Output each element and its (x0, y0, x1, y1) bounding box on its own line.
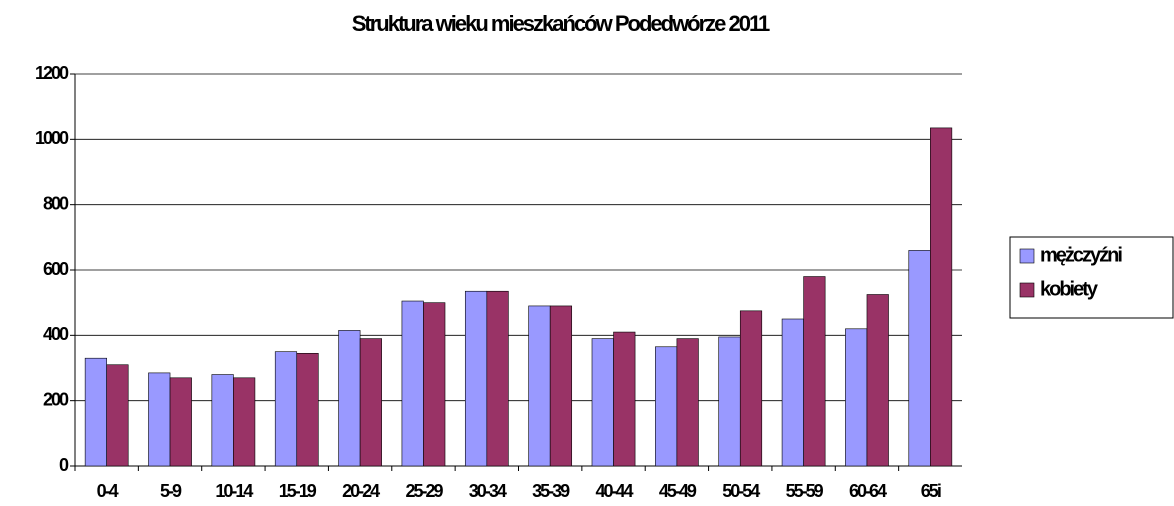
x-tick-label: 0-4 (97, 481, 119, 501)
bar (359, 338, 382, 467)
bar (464, 290, 488, 467)
bar (169, 377, 192, 467)
x-tick-label: 25-29 (405, 481, 443, 501)
y-tick-label: 0 (59, 455, 69, 475)
x-tick-label: 40-44 (596, 481, 634, 501)
y-tick-label: 600 (43, 259, 69, 279)
legend-label: mężczyźni (1040, 244, 1122, 266)
bar (338, 330, 361, 467)
bar (930, 127, 953, 467)
bar (486, 290, 509, 467)
bar (233, 377, 256, 467)
y-tick-label: 200 (43, 389, 69, 409)
legend-label: kobiety (1040, 278, 1099, 300)
bar (148, 372, 171, 467)
y-tick-label: 1000 (35, 128, 69, 148)
bar (296, 352, 319, 467)
bar (676, 338, 699, 467)
x-tick-label: 35-39 (532, 481, 570, 501)
legend-swatch (1019, 282, 1035, 298)
bar (591, 338, 614, 467)
bar (908, 250, 931, 467)
chart-title: Struktura wieku mieszkańców Podedwórze 2… (352, 11, 770, 36)
bar (528, 305, 551, 467)
y-tick-label: 1200 (35, 63, 69, 83)
x-tick-label: 55-59 (786, 481, 824, 501)
x-tick-label: 45-49 (659, 481, 697, 501)
bar (718, 336, 741, 467)
bar (866, 294, 889, 467)
legend (1009, 236, 1174, 319)
x-tick-label: 20-24 (342, 481, 380, 501)
bar (84, 357, 107, 467)
legend-swatch (1019, 248, 1035, 264)
bar (739, 310, 763, 467)
bar (423, 302, 446, 467)
bar (613, 331, 636, 467)
bar (106, 364, 129, 467)
x-tick-label: 65i (921, 481, 941, 501)
x-tick-label: 10-14 (215, 481, 253, 501)
bar (211, 374, 234, 467)
bar (274, 351, 298, 467)
y-tick-label: 400 (43, 324, 69, 344)
x-tick-label: 15-19 (279, 481, 317, 501)
bar (655, 346, 678, 467)
x-tick-label: 50-54 (722, 481, 760, 501)
x-tick-label: 5-9 (160, 481, 182, 501)
bar (401, 300, 424, 467)
bar (845, 328, 868, 467)
bar (549, 305, 573, 467)
y-tick-label: 800 (43, 193, 69, 213)
x-tick-label: 60-64 (849, 481, 887, 501)
x-tick-label: 30-34 (469, 481, 507, 501)
bar (781, 318, 804, 467)
bar (803, 276, 826, 467)
